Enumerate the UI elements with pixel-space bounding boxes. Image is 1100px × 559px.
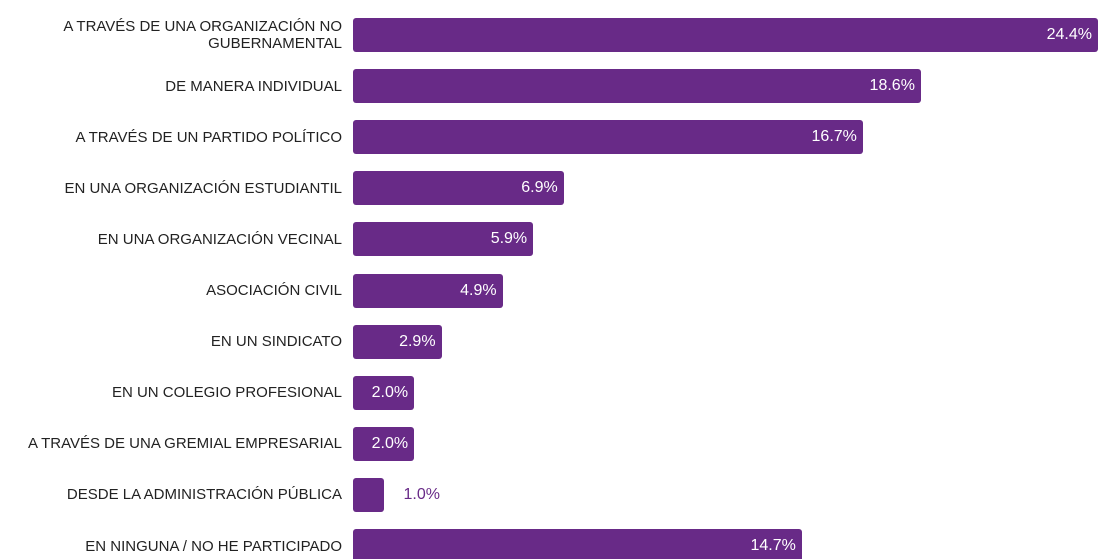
category-text: EN UN SINDICATO [210,333,342,351]
category-text: EN UN COLEGIO PROFESIONAL [111,384,342,402]
category-label: A TRAVÉS DE UN PARTIDO POLÍTICO [0,112,342,163]
category-text: EN NINGUNA / NO HE PARTICIPADO [85,537,342,555]
bar [353,69,921,104]
category-label: A TRAVÉS DE UNA GREMIAL EMPRESARIAL [0,418,342,469]
bar [353,171,564,206]
bar [353,529,802,559]
value-label: 2.9% [399,332,436,350]
value-label: 16.7% [811,128,857,146]
category-label: EN UNA ORGANIZACIÓN VECINAL [0,214,342,265]
category-label: A TRAVÉS DE UNA ORGANIZACIÓN NO GUBERNAM… [0,10,342,61]
category-label: EN NINGUNA / NO HE PARTICIPADO [0,521,342,559]
category-label: EN UN SINDICATO [0,316,342,367]
bar [353,375,415,410]
value-label: 2.0% [371,383,409,401]
value-label: 14.7% [750,537,796,554]
category-text: EN UNA ORGANIZACIÓN ESTUDIANTIL [64,179,342,197]
bar [353,426,415,461]
category-label: DE MANERA INDIVIDUAL [0,61,342,112]
category-text: DESDE LA ADMINISTRACIÓN PÚBLICA [66,486,342,504]
bar [353,477,384,512]
category-text: DE MANERA INDIVIDUAL [165,77,342,95]
value-label: 6.9% [521,179,558,197]
bar [353,120,863,155]
bar [353,324,442,359]
value-label: 18.6% [869,77,915,95]
category-text: A TRAVÉS DE UN PARTIDO POLÍTICO [75,128,342,146]
category-label: EN UNA ORGANIZACIÓN ESTUDIANTIL [0,163,342,214]
bar [353,222,534,257]
value-label: 5.9% [490,230,528,248]
value-label: 2.0% [371,434,409,452]
category-text: A TRAVÉS DE UNA GREMIAL EMPRESARIAL [28,435,342,453]
category-label: DESDE LA ADMINISTRACIÓN PÚBLICA [0,469,342,520]
category-label: ASOCIACIÓN CIVIL [0,265,342,316]
category-text: EN UNA ORGANIZACIÓN VECINAL [97,230,342,248]
bar [353,18,1098,52]
value-label: 24.4% [1046,26,1092,43]
category-label: EN UN COLEGIO PROFESIONAL [0,367,342,418]
value-label: 1.0% [403,485,440,503]
category-text: ASOCIACIÓN CIVIL [206,282,342,299]
value-label: 4.9% [460,281,497,299]
category-text: A TRAVÉS DE UNA ORGANIZACIÓN NO GUBERNAM… [63,18,342,52]
bar [353,273,503,308]
